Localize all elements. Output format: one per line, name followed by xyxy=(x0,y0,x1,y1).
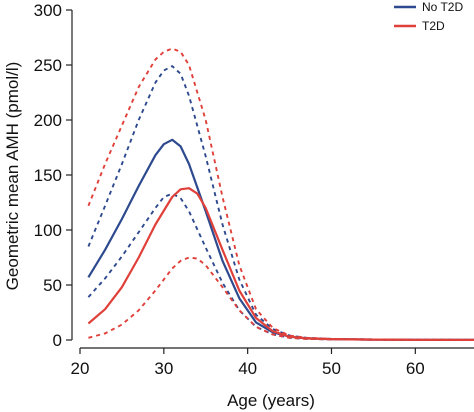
legend: No T2D T2D xyxy=(394,0,463,33)
y-tick-label: 100 xyxy=(34,221,62,240)
x-tick-label: 30 xyxy=(154,359,173,378)
x-tick-label: 40 xyxy=(238,359,257,378)
y-tick-label: 300 xyxy=(34,1,62,20)
series-line-no-t2d xyxy=(87,138,474,341)
axes: 20 30 40 50 60 0 50 100 150 200 250 300 xyxy=(34,1,474,378)
y-tick-label: 0 xyxy=(53,331,62,350)
legend-label-no-t2d: No T2D xyxy=(422,0,463,14)
x-axis-title: Age (years) xyxy=(227,391,315,410)
y-axis-ticks: 0 50 100 150 200 250 300 xyxy=(34,1,72,350)
series-line-no-t2d-upper xyxy=(87,65,474,341)
legend-label-t2d: T2D xyxy=(422,19,445,33)
y-tick-label: 250 xyxy=(34,56,62,75)
series-line-t2d xyxy=(87,187,474,341)
y-tick-label: 200 xyxy=(34,111,62,130)
x-axis-ticks: 20 30 40 50 60 xyxy=(71,348,425,378)
y-axis-title: Geometric mean AMH (pmol/l) xyxy=(3,62,22,291)
x-tick-label: 60 xyxy=(406,359,425,378)
series-line-t2d-upper xyxy=(87,47,474,341)
series-line-t2d-lower xyxy=(88,256,474,341)
series-line-no-t2d-lower xyxy=(87,192,474,341)
x-tick-label: 20 xyxy=(71,359,90,378)
plot-area xyxy=(87,47,474,341)
y-tick-label: 50 xyxy=(43,276,62,295)
y-tick-label: 150 xyxy=(34,166,62,185)
x-tick-label: 50 xyxy=(322,359,341,378)
